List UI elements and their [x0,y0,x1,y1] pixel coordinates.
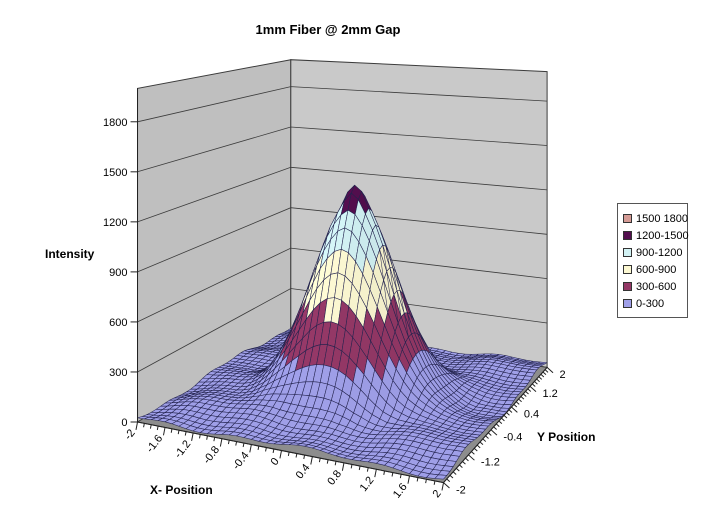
legend-entry: 300-600 [623,278,684,295]
legend-entry: 0-300 [623,295,684,312]
z-tick-label: 1500 [103,167,127,179]
y-tick-label: 2 [560,369,566,381]
y-tick-label: -1.2 [481,457,500,469]
x-tick-label: -2 [122,427,137,442]
z-gridlines [137,86,548,373]
y-tick-label: -2 [456,484,466,496]
z-tick-label: 600 [109,317,127,329]
legend-label: 600-900 [636,263,677,276]
legend-label: 1500 1800 [636,212,688,225]
z-tick-label: 1200 [103,217,127,229]
legend-swatch [623,282,632,291]
z-axis-title: Intensity [45,247,95,261]
z-tick-label: 300 [109,367,127,379]
y-tick-label: 0.4 [524,409,539,421]
z-tick-label: 0 [121,417,127,429]
x-tick-label: 0.8 [325,468,344,487]
legend: 1500 1800 1200-1500 900-1200 600-900 300-600… [617,203,689,318]
x-tick-label: -1.6 [144,433,165,455]
legend-swatch [623,231,632,240]
legend-entry: 900-1200 [623,244,684,261]
legend-label: 900-1200 [636,246,683,259]
x-tick-label: 1.2 [358,475,377,494]
legend-label: 0-300 [636,297,665,310]
legend-entry: 1500 1800 [623,210,688,227]
x-tick-label: -1.2 [172,438,193,460]
x-tick-label: -0.8 [201,444,222,466]
chart-title: 1mm Fiber @ 2mm Gap [255,22,401,37]
legend-swatch [623,299,632,308]
x-tick-label: -0.4 [230,450,251,472]
z-tick-label: 900 [109,267,127,279]
y-tick-label: -0.4 [503,431,522,443]
y-tick-label: 1.2 [542,388,557,400]
y-axis-title: Y Position [537,430,596,444]
legend-swatch [623,248,632,257]
z-tick-label: 1800 [103,117,127,129]
surface-mesh [137,184,548,480]
legend-label: 1200-1500 [636,229,689,242]
x-tick-label: 0.4 [294,462,313,481]
x-axis-title: X- Position [150,483,213,497]
legend-entry: 1200-1500 [623,227,689,244]
legend-swatch [623,265,632,274]
legend-swatch [623,214,632,223]
legend-label: 300-600 [636,280,677,293]
legend-entry: 600-900 [623,261,684,278]
x-tick-label: 1.6 [391,481,410,500]
